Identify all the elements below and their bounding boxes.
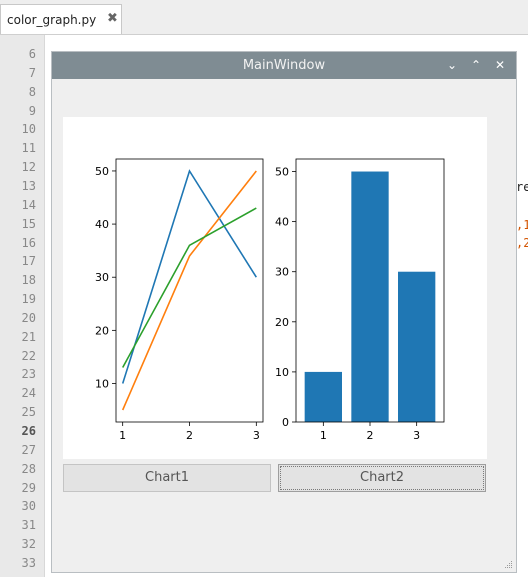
line-number: 21	[21, 329, 36, 344]
line-number: 29	[21, 480, 36, 495]
bar-2	[351, 171, 389, 422]
close-tab-icon[interactable]: ✖	[107, 11, 118, 26]
y-tick-label: 30	[275, 266, 289, 279]
line-number: 31	[21, 518, 36, 533]
minimize-icon[interactable]: ⌄	[446, 58, 458, 72]
x-tick-label: 3	[253, 429, 260, 442]
line-number: 32	[21, 537, 36, 552]
y-tick-label: 10	[95, 377, 109, 390]
line-series-2	[121, 170, 257, 411]
line-series-3	[121, 207, 257, 368]
chart2-button[interactable]: Chart2	[278, 464, 486, 492]
line-number: 33	[21, 555, 36, 570]
line-number: 8	[28, 84, 36, 99]
line-number: 6	[28, 47, 36, 61]
y-tick-label: 10	[275, 366, 289, 379]
line-number: 14	[21, 197, 36, 212]
window-titlebar[interactable]: MainWindow ⌄ ⌃ ✕	[52, 52, 516, 79]
x-tick-label: 1	[119, 429, 126, 442]
y-tick-label: 30	[95, 271, 109, 284]
figure-svg: 10 20 30 40 50 1 2 3 0 10 20 30 40 50 1 2 3	[95, 158, 445, 442]
line-number: 25	[21, 405, 36, 420]
line-number: 9	[28, 103, 36, 118]
y-tick-label: 50	[275, 166, 289, 179]
main-window: MainWindow ⌄ ⌃ ✕ 10 20 30 40 50 1 2 3 0 10 20 30 40…	[51, 51, 517, 573]
chart1-button[interactable]: Chart1	[63, 464, 271, 492]
code-fragment: re	[516, 180, 528, 194]
line-number: 20	[21, 310, 36, 325]
line-number: 11	[21, 141, 36, 156]
x-tick-label: 2	[186, 429, 193, 442]
line-number: 23	[21, 367, 36, 382]
bar-3	[398, 271, 436, 422]
bar-chart: 0 10 20 30 40 50 1 2 3	[275, 158, 445, 442]
y-tick-label: 20	[95, 324, 109, 337]
line-number: 16	[21, 235, 36, 250]
line-number: 28	[21, 461, 36, 476]
x-tick-label: 1	[320, 429, 327, 442]
maximize-icon[interactable]: ⌃	[470, 58, 482, 72]
y-tick-label: 40	[95, 218, 109, 231]
editor-tab-bar: color_graph.py ✖	[0, 0, 528, 35]
x-tick-label: 3	[413, 429, 420, 442]
x-tick-label: 2	[367, 429, 374, 442]
line-number: 22	[21, 348, 36, 363]
line-chart: 10 20 30 40 50 1 2 3	[95, 158, 264, 442]
close-icon[interactable]: ✕	[494, 58, 506, 72]
line-number: 17	[21, 254, 36, 269]
line-number: 12	[21, 160, 36, 175]
resize-grip-icon[interactable]	[503, 559, 513, 569]
editor-tab[interactable]: color_graph.py ✖	[0, 4, 122, 34]
line-number: 30	[21, 499, 36, 514]
line-series-1	[121, 169, 257, 384]
code-fragment: ,1	[516, 218, 528, 232]
line-number-gutter: 6 7 8 9 10 11 12 13 14 15 16 17 18 19 20 21 22 23 24 25 26 27…	[0, 35, 45, 577]
line-number: 7	[28, 65, 36, 80]
line-number: 13	[21, 178, 36, 193]
y-tick-label: 20	[275, 316, 289, 329]
y-tick-label: 40	[275, 216, 289, 229]
line-number: 19	[21, 292, 36, 307]
y-tick-label: 0	[282, 416, 289, 429]
line-number: 27	[21, 442, 36, 457]
line-number: 26	[21, 424, 36, 438]
line-number: 15	[21, 216, 36, 231]
line-number: 24	[21, 386, 36, 401]
plot-canvas: 10 20 30 40 50 1 2 3 0 10 20 30 40 50 1 2 3	[63, 117, 487, 459]
y-tick-label: 50	[95, 165, 109, 178]
line-number: 10	[21, 122, 36, 137]
tab-filename: color_graph.py	[7, 13, 97, 27]
window-title: MainWindow	[242, 58, 326, 73]
line-number: 18	[21, 273, 36, 288]
code-fragment: ,2	[516, 236, 528, 250]
bar-1	[304, 371, 342, 422]
line-chart-axes	[115, 158, 264, 423]
